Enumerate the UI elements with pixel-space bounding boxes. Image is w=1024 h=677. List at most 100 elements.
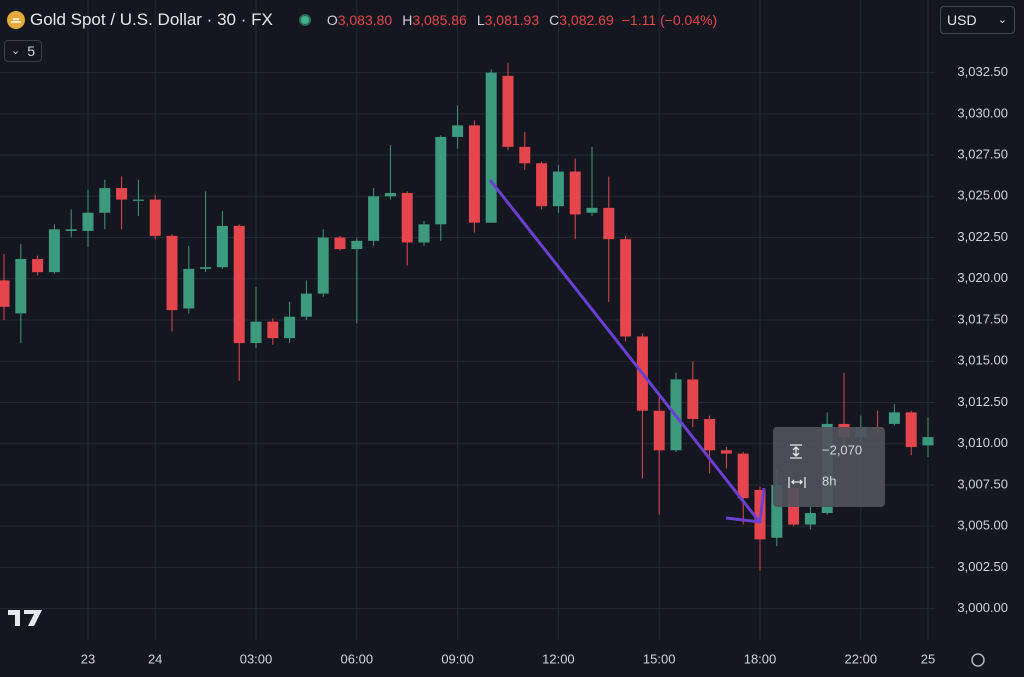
price-range: −2,070 [822,442,862,457]
candle-body [502,75,514,147]
candle-body [15,258,27,314]
ohlc: O3,083.80 H3,085.86 L3,081.93 C3,082.69 [321,10,618,30]
candle-body [149,199,161,236]
currency-select[interactable]: USD ⌄ [940,6,1015,34]
caret: ⌄ [11,45,21,57]
candle-body [905,412,917,448]
y-tick-label: 3,005.00 [957,518,1008,533]
candle-body [401,192,413,243]
x-tick-label: 09:00 [441,651,474,666]
candle-body [65,229,77,231]
candle-body [368,196,380,241]
candle-body [552,171,564,207]
candle-body [116,188,128,200]
candle-body [485,72,497,223]
candle-body [519,146,531,164]
ohlc-value: 3,081.93 [484,12,540,28]
candle-body [418,224,430,243]
x-tick-label: 12:00 [542,651,575,666]
candle-body [922,437,934,446]
y-tick-label: 3,015.00 [957,353,1008,368]
candle-body [804,512,816,525]
y-tick-label: 3,012.50 [957,394,1008,409]
candle-body [32,258,44,273]
candle-body [687,379,699,419]
candle-body [536,163,548,207]
time-range: 8h [822,473,836,488]
ohlc-label: C [549,12,560,28]
candle-body [48,229,60,273]
candle-body [435,136,447,225]
y-tick-label: 3,010.00 [957,435,1008,450]
candle-body [586,207,598,213]
candle-body [317,237,329,294]
indicator-count: 5 [27,43,35,59]
x-tick-label: 23 [81,651,95,666]
candle-body [183,268,195,309]
x-tick-label: 06:00 [341,651,374,666]
ohlc-label: L [476,12,485,28]
y-tick-label: 3,032.50 [957,64,1008,79]
status-dot [298,14,311,26]
x-tick-label: 22:00 [845,651,878,666]
symbol-title: Gold Spot / U.S. Dollar · 30 · FX [30,10,273,29]
grid [0,0,935,640]
y-tick-label: 3,025.00 [957,188,1008,203]
y-tick-label: 3,000.00 [957,600,1008,615]
x-tick-label: 18:00 [744,651,777,666]
candle-body [603,207,615,240]
x-tick-label: 15:00 [643,651,676,666]
candle-body [720,450,732,454]
candle-body [250,321,262,344]
candle-body [300,293,312,317]
candle-body [132,199,144,201]
header: Gold Spot / U.S. Dollar · 30 · FX O3,083… [6,8,721,32]
time-range-icon [788,477,806,488]
candle-body [384,192,396,197]
candle-body [569,171,581,215]
candle-body [99,188,111,213]
candle-body [888,412,900,424]
dropdown-caret: ⌄ [997,14,1007,26]
candle-body [216,225,228,268]
candle-body [771,484,783,538]
candle-body [166,235,178,311]
candle-body [200,267,212,269]
settings-icon [971,653,985,667]
arrow-head [725,487,766,524]
y-tick-label: 3,022.50 [957,229,1008,244]
currency: USD [947,12,977,28]
x-tick-label: 03:00 [240,651,273,666]
y-tick-label: 3,030.00 [957,105,1008,120]
y-tick-label: 3,002.50 [957,559,1008,574]
candle-body [233,225,245,344]
change: −1.11 (−0.04%) [621,12,718,28]
ohlc-value: 3,082.69 [559,12,614,28]
logo [8,610,42,626]
x-tick-label: 25 [921,651,935,666]
candle-body [0,280,10,307]
y-tick-label: 3,027.50 [957,146,1008,161]
candle-body [468,125,480,223]
ohlc-value: 3,085.86 [412,12,467,28]
candle-body [82,212,94,231]
candle-body [267,321,279,339]
x-tick-label: 24 [148,651,162,666]
candle-body [620,239,632,337]
candle-body [452,125,464,137]
ohlc-label: H [402,12,413,28]
trend-arrow [488,179,760,521]
measure-tooltip [773,427,885,507]
candle-body [284,316,296,339]
ohlc-value: 3,083.80 [337,12,393,28]
candle-body [653,410,665,451]
candle-body [351,240,363,250]
y-tick-label: 3,007.50 [957,476,1008,491]
y-tick-label: 3,020.00 [957,270,1008,285]
symbol-icon [7,11,25,29]
candle-body [737,453,749,499]
candle-body [704,418,716,451]
indicators-toggle[interactable]: ⌄ 5 [4,40,42,62]
